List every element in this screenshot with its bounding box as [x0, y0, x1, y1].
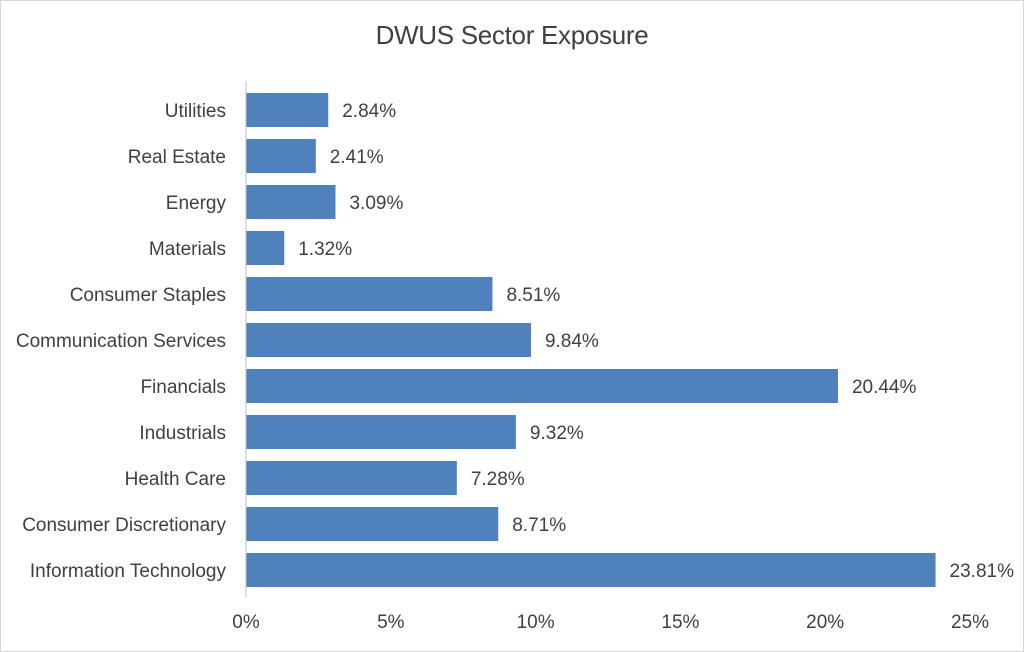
- bar-utilities: [246, 93, 329, 127]
- value-label: 23.81%: [950, 561, 1015, 582]
- value-label: 9.32%: [530, 423, 584, 444]
- value-labels-group: 2.84% 2.41% 3.09% 1.32% 8.51% 9.84% 20.44% 9.32…: [298, 101, 1014, 582]
- bar-health-care: [246, 461, 457, 495]
- bar-industrials: [246, 415, 516, 449]
- category-label: Financials: [140, 377, 226, 398]
- category-label: Communication Services: [16, 331, 226, 352]
- category-label: Real Estate: [128, 147, 226, 168]
- category-label: Materials: [149, 239, 226, 260]
- value-label: 9.84%: [545, 331, 599, 352]
- category-label: Information Technology: [30, 561, 227, 582]
- category-label: Consumer Discretionary: [22, 515, 226, 536]
- x-tick-label: 15%: [661, 612, 699, 633]
- value-label: 2.84%: [342, 101, 396, 122]
- category-labels-group: Utilities Real Estate Energy Materials Consu…: [16, 101, 227, 582]
- category-label: Utilities: [165, 101, 226, 122]
- bar-consumer-staples: [246, 277, 493, 311]
- bar-information-technology: [246, 553, 936, 587]
- x-tick-label: 25%: [951, 612, 989, 633]
- x-tick-label: 10%: [517, 612, 555, 633]
- bar-materials: [246, 231, 285, 265]
- value-label: 8.71%: [512, 515, 566, 536]
- bar-financials: [246, 369, 838, 403]
- value-label: 2.41%: [330, 147, 384, 168]
- x-tick-labels-group: 0% 5% 10% 15% 20% 25%: [232, 612, 989, 633]
- bar-real-estate: [246, 139, 316, 173]
- value-label: 3.09%: [349, 193, 403, 214]
- x-tick-label: 5%: [377, 612, 405, 633]
- bar-energy: [246, 185, 336, 219]
- chart-title: DWUS Sector Exposure: [375, 20, 649, 50]
- category-label: Health Care: [125, 469, 226, 490]
- value-label: 20.44%: [852, 377, 917, 398]
- value-label: 1.32%: [298, 239, 352, 260]
- x-tick-label: 20%: [806, 612, 844, 633]
- x-tick-label: 0%: [232, 612, 260, 633]
- category-label: Consumer Staples: [70, 285, 226, 306]
- bar-consumer-discretionary: [246, 507, 499, 541]
- category-label: Industrials: [139, 423, 226, 444]
- category-label: Energy: [166, 193, 227, 214]
- value-label: 7.28%: [471, 469, 525, 490]
- value-label: 8.51%: [506, 285, 560, 306]
- bars-group: [246, 93, 936, 587]
- bar-communication-services: [246, 323, 531, 357]
